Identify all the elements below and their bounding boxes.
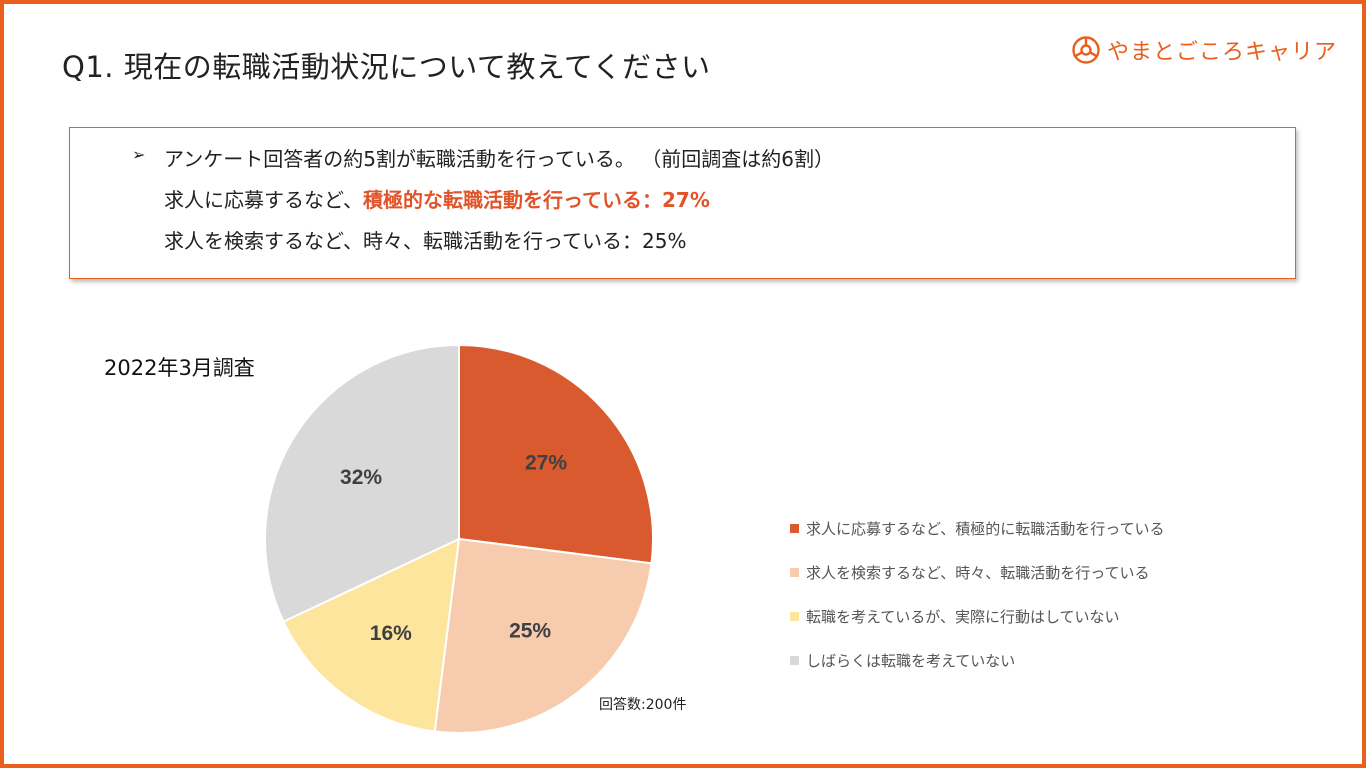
survey-date-label: 2022年3月調査	[104, 356, 255, 380]
pie-data-label-2: 16%	[370, 622, 412, 645]
summary-line-1: アンケート回答者の約5割が転職活動を行っている。 （前回調査は約6割）	[164, 147, 835, 171]
legend-swatch-3	[790, 656, 799, 665]
legend-swatch-0	[790, 524, 799, 533]
legend-item-3: しばらくは転職を考えていない	[790, 650, 1165, 694]
summary-line-2-prefix: 求人に応募するなど、	[164, 188, 363, 212]
pie-data-label-0: 27%	[525, 451, 567, 474]
legend-label-3: しばらくは転職を考えていない	[806, 652, 1016, 670]
legend-swatch-2	[790, 612, 799, 621]
pie-slice-1	[433, 537, 653, 734]
legend-item-0: 求人に応募するなど、積極的に転職活動を行っている	[790, 518, 1165, 562]
summary-box: ➢ アンケート回答者の約5割が転職活動を行っている。 （前回調査は約6割） 求人…	[69, 127, 1296, 279]
brand-logo: やまとごころキャリア	[1071, 34, 1337, 66]
legend-swatch-1	[790, 568, 799, 577]
legend-label-0: 求人に応募するなど、積極的に転職活動を行っている	[806, 520, 1165, 538]
response-count-note: 回答数:200件	[599, 697, 687, 713]
logo-icon	[1072, 36, 1100, 64]
arrow-bullet-icon: ➢	[132, 145, 146, 164]
pie-slice-3	[264, 343, 460, 623]
logo-text: やまとごころキャリア	[1107, 40, 1338, 65]
legend-label-1: 求人を検索するなど、時々、転職活動を行っている	[806, 564, 1150, 582]
legend-label-2: 転職を考えているが、実際に行動はしていない	[806, 608, 1120, 626]
summary-line-2: 求人に応募するなど、積極的な転職活動を行っている：27%	[164, 184, 710, 213]
pie-slice-0	[458, 343, 654, 565]
chart-legend: 求人に応募するなど、積極的に転職活動を行っている 求人を検索するなど、時々、転職活…	[790, 518, 1165, 694]
legend-item-2: 転職を考えているが、実際に行動はしていない	[790, 606, 1165, 650]
pie-slice-2	[282, 537, 461, 733]
summary-highlight: 積極的な転職活動を行っている：27%	[363, 188, 710, 212]
pie-data-label-1: 25%	[509, 620, 551, 643]
summary-line-3: 求人を検索するなど、時々、転職活動を行っている：25%	[164, 229, 687, 253]
legend-item-1: 求人を検索するなど、時々、転職活動を行っている	[790, 562, 1165, 606]
page-title: Q1. 現在の転職活動状況について教えてください	[62, 50, 711, 84]
pie-data-label-3: 32%	[340, 466, 382, 489]
